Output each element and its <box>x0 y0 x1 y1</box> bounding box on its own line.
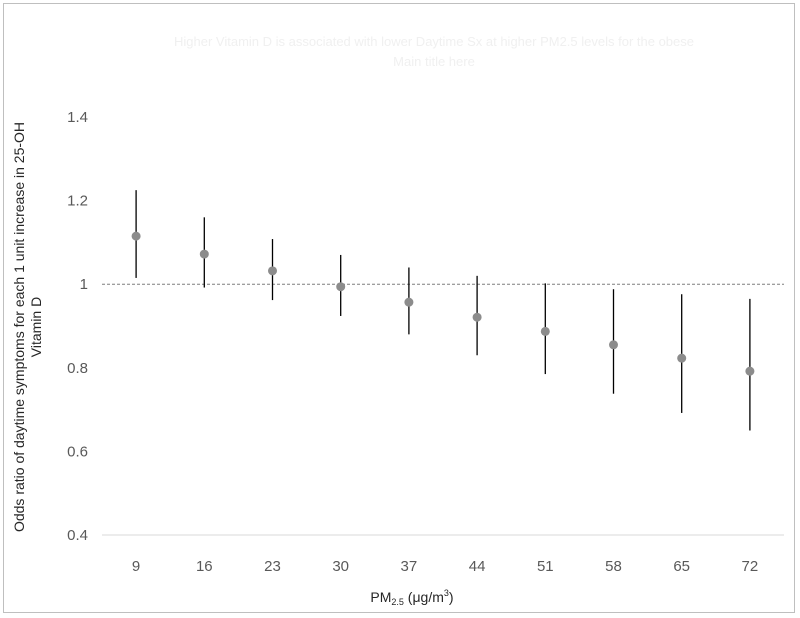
x-axis-label-superscript: 3 <box>444 588 449 598</box>
data-point <box>336 282 346 292</box>
x-tick-label: 30 <box>332 558 349 575</box>
x-axis-label-end: ) <box>449 589 454 605</box>
x-tick-label: 23 <box>264 558 281 575</box>
scatter-chart: Higher Vitamin D is associated with lowe… <box>11 34 784 607</box>
y-tick-label: 1 <box>80 276 88 293</box>
data-point <box>472 312 482 322</box>
data-point <box>745 366 755 376</box>
x-tick-label: 51 <box>537 558 554 575</box>
x-axis-label-unit: (μg/m <box>404 589 444 605</box>
data-point <box>677 353 687 363</box>
data-point <box>609 340 618 350</box>
x-tick-label: 9 <box>132 558 140 575</box>
data-point <box>540 326 550 336</box>
y-axis-ticks: 0.4 0.6 0.8 1 1.2 1.4 <box>67 109 88 544</box>
data-point <box>404 297 414 307</box>
y-tick-label: 1.4 <box>67 109 88 126</box>
x-tick-label: 72 <box>742 558 759 575</box>
y-axis-label-line2: Vitamin D <box>28 297 44 357</box>
chart-title: Higher Vitamin D is associated with lowe… <box>174 34 694 49</box>
x-axis-label-subscript: 2.5 <box>391 597 404 607</box>
data-points <box>131 231 755 376</box>
x-axis-label: PM2.5 (μg/m3) <box>370 588 453 607</box>
data-point <box>131 231 141 241</box>
y-tick-label: 0.6 <box>67 443 88 460</box>
chart-subtitle: Main title here <box>393 54 475 69</box>
x-axis-label-main: PM <box>370 589 391 605</box>
data-point <box>268 266 277 276</box>
y-axis-label-line1: Odds ratio of daytime symptoms for each … <box>11 122 27 532</box>
y-tick-label: 0.8 <box>67 360 88 377</box>
x-tick-label: 16 <box>196 558 213 575</box>
x-tick-label: 44 <box>469 558 486 575</box>
y-axis-label: Odds ratio of daytime symptoms for each … <box>11 122 44 532</box>
error-bars <box>135 190 751 431</box>
y-tick-label: 1.2 <box>67 193 88 210</box>
x-tick-label: 37 <box>401 558 418 575</box>
x-tick-label: 65 <box>673 558 690 575</box>
y-tick-label: 0.4 <box>67 527 88 544</box>
x-tick-label: 58 <box>605 558 622 575</box>
x-axis-ticks: 9 16 23 30 37 44 51 58 65 72 <box>132 558 758 575</box>
data-point <box>199 249 209 259</box>
chart-frame: Higher Vitamin D is associated with lowe… <box>3 3 795 613</box>
